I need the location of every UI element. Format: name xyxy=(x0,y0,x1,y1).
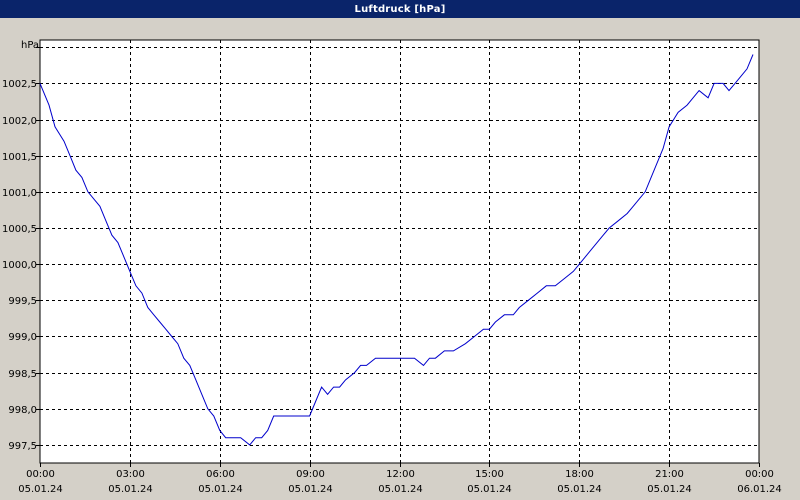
y-tick-label: 1001,5 xyxy=(2,152,37,163)
x-tick-date-label: 05.01.24 xyxy=(557,484,602,495)
y-tick-label: 997,5 xyxy=(8,441,37,452)
y-tick-label: 1002,5 xyxy=(2,79,37,90)
grid-lines xyxy=(40,40,759,463)
x-axis-ticks: 00:00 05.01.24 03:00 05.01.24 06:00 05.01.24 0… xyxy=(18,463,782,495)
x-tick-date-label: 06.01.24 xyxy=(737,484,782,495)
y-axis-ticks: 997,5 998,0 998,5 999,0 999,5 1000,0 1000,5 100… xyxy=(2,47,40,452)
x-tick-time-label: 15:00 xyxy=(475,469,504,480)
y-tick-label: 999,5 xyxy=(8,296,37,307)
x-tick-date-label: 05.01.24 xyxy=(467,484,512,495)
y-tick-label: 1002,0 xyxy=(2,116,37,127)
x-tick-time-label: 12:00 xyxy=(386,469,415,480)
y-tick-label: 999,0 xyxy=(8,332,37,343)
y-tick-label: 1000,5 xyxy=(2,224,37,235)
x-tick-date-label: 05.01.24 xyxy=(18,484,63,495)
chart-title: Luftdruck [hPa] xyxy=(0,0,800,18)
x-tick-date-label: 05.01.24 xyxy=(198,484,243,495)
x-tick-date-label: 05.01.24 xyxy=(288,484,333,495)
pressure-series-line xyxy=(39,54,754,446)
x-tick-time-label: 21:00 xyxy=(655,469,684,480)
x-tick-time-label: 09:00 xyxy=(296,469,325,480)
plot-area xyxy=(39,39,760,464)
x-tick-time-label: 00:00 xyxy=(745,469,774,480)
x-tick-date-label: 05.01.24 xyxy=(108,484,153,495)
y-tick-label: 1000,0 xyxy=(2,260,37,271)
x-tick-time-label: 06:00 xyxy=(206,469,235,480)
y-tick-label: 1001,0 xyxy=(2,188,37,199)
x-tick-time-label: 03:00 xyxy=(116,469,145,480)
x-tick-date-label: 05.01.24 xyxy=(378,484,423,495)
x-tick-time-label: 18:00 xyxy=(565,469,594,480)
x-tick-date-label: 05.01.24 xyxy=(647,484,692,495)
x-tick-time-label: 00:00 xyxy=(26,469,55,480)
y-tick-label: 998,0 xyxy=(8,405,37,416)
y-axis-unit-label: hPa xyxy=(21,40,39,51)
y-tick-label: 998,5 xyxy=(8,369,37,380)
